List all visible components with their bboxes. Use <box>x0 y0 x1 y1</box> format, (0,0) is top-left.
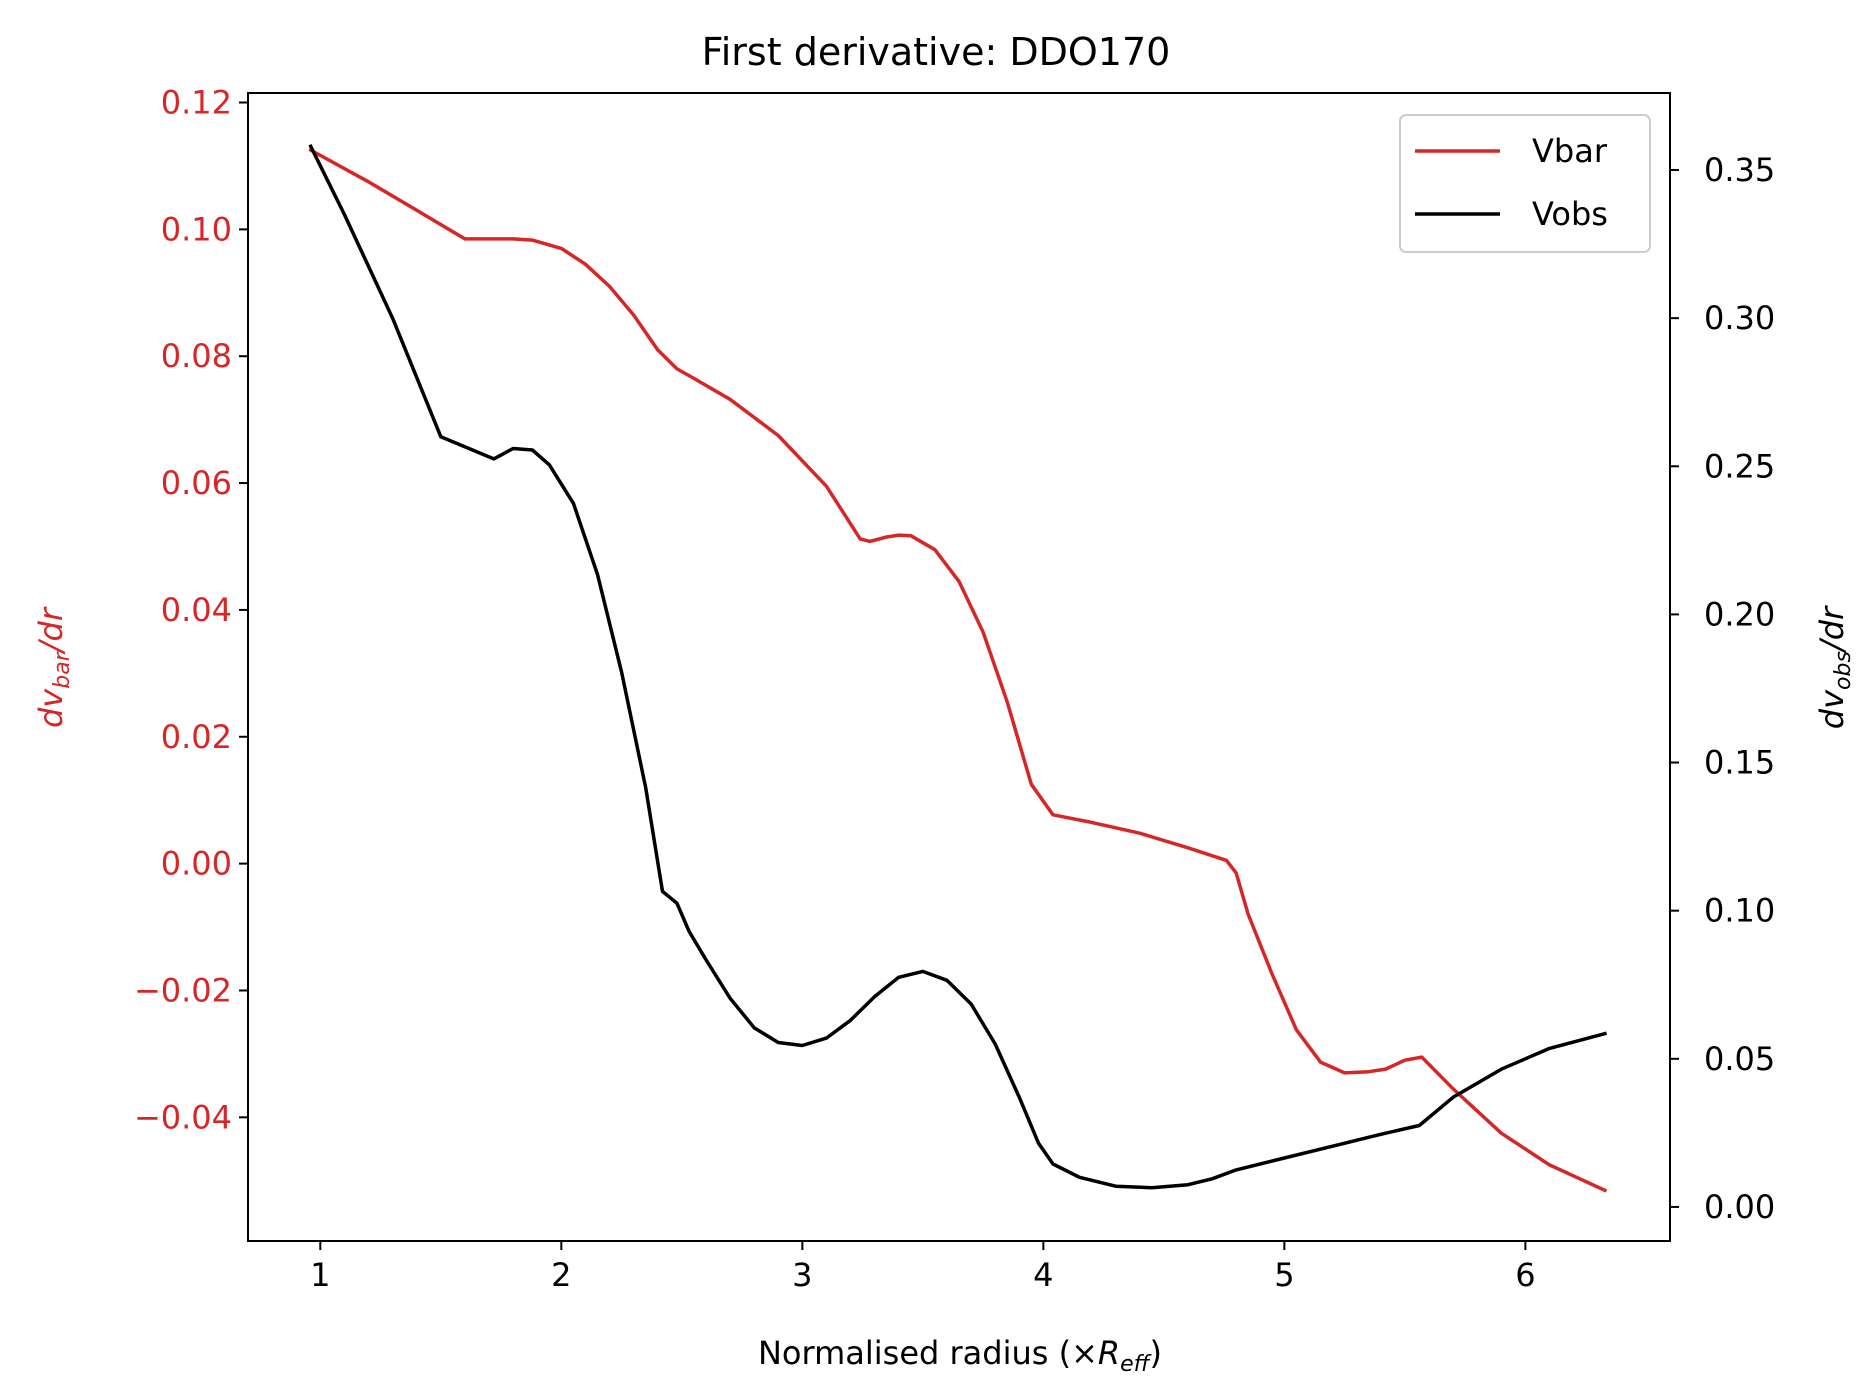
right-tick-label: 0.10 <box>1704 892 1775 930</box>
left-tick-label: 0.10 <box>161 210 232 248</box>
left-axis-label: dvbar/dr <box>32 606 75 728</box>
legend: Vbar Vobs <box>1399 114 1651 253</box>
right-tick-label: 0.00 <box>1704 1188 1775 1226</box>
x-tick-label: 6 <box>1515 1256 1535 1294</box>
series-line-vobs <box>308 143 1608 1190</box>
left-axis-ticks: 0.12 0.10 0.08 0.06 0.04 0.02 0.00 −0.02 −0.04 <box>134 84 248 1136</box>
legend-label-vbar: Vbar <box>1532 132 1608 170</box>
x-tick-label: 3 <box>792 1256 812 1294</box>
x-axis-ticks: 1 2 3 4 5 6 <box>310 1241 1536 1294</box>
series-line-vbar <box>308 147 1608 1193</box>
right-tick-label: 0.30 <box>1704 299 1775 337</box>
legend-box <box>1399 114 1651 253</box>
x-tick-label: 4 <box>1033 1256 1053 1294</box>
x-axis-label: Normalised radius (×Reff) <box>758 1334 1162 1377</box>
left-tick-label: −0.04 <box>134 1098 232 1136</box>
left-tick-label: 0.12 <box>161 84 232 122</box>
right-axis-label: dvobs/dr <box>1813 605 1856 729</box>
right-tick-label: 0.05 <box>1704 1040 1775 1078</box>
right-axis-ticks: 0.35 0.30 0.25 0.20 0.15 0.10 0.05 0.00 <box>1670 151 1775 1226</box>
left-tick-label: 0.00 <box>161 845 232 883</box>
left-tick-label: 0.06 <box>161 464 232 502</box>
series-layer <box>308 143 1608 1193</box>
legend-label-vobs: Vobs <box>1532 195 1608 233</box>
left-tick-label: 0.08 <box>161 337 232 375</box>
left-tick-label: −0.02 <box>134 971 232 1009</box>
chart-title: First derivative: DDO170 <box>702 30 1171 74</box>
left-tick-label: 0.04 <box>161 591 232 629</box>
x-tick-label: 5 <box>1274 1256 1294 1294</box>
plot-frame <box>247 92 1671 1242</box>
x-tick-label: 1 <box>310 1256 330 1294</box>
x-tick-label: 2 <box>551 1256 571 1294</box>
right-tick-label: 0.25 <box>1704 447 1775 485</box>
left-tick-label: 0.02 <box>161 718 232 756</box>
right-tick-label: 0.15 <box>1704 744 1775 782</box>
right-tick-label: 0.35 <box>1704 151 1775 189</box>
right-tick-label: 0.20 <box>1704 595 1775 633</box>
